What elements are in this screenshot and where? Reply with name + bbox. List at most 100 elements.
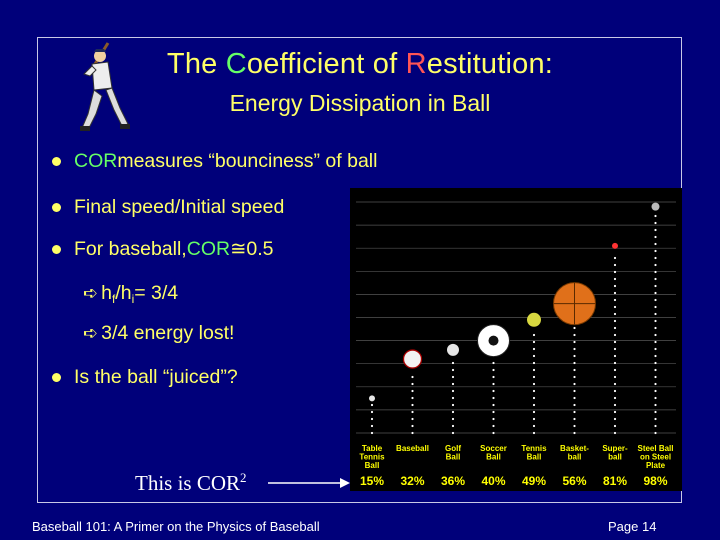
trail-dot [654, 235, 657, 239]
category-label: ball [608, 453, 622, 462]
value-label: 36% [441, 474, 465, 488]
trail-dot [411, 396, 414, 400]
trail-dot [370, 410, 374, 414]
trail-dot [492, 403, 495, 407]
category-label: Steel Ball [637, 444, 673, 453]
category-label: Ball [527, 453, 542, 462]
trail-dot [613, 333, 617, 337]
trail-dot [654, 424, 657, 428]
trail-dot [411, 403, 414, 407]
trail-dot [613, 298, 617, 302]
category-label: Tennis [521, 444, 547, 453]
caption-cor-squared: This is COR2 [135, 470, 247, 495]
table-tennis-ball-icon [369, 395, 375, 402]
trail-dot [613, 417, 617, 421]
trail-dot [573, 410, 576, 414]
category-label: Ball [486, 453, 501, 462]
trail-dot [654, 431, 657, 435]
trail-dot [654, 256, 657, 260]
trail-dot [532, 354, 536, 358]
value-label: 56% [562, 474, 586, 488]
category-label: Table [362, 444, 383, 453]
trail-dot [411, 389, 414, 393]
category-label: Tennis [359, 453, 385, 462]
trail-dot [492, 361, 495, 365]
trail-dot [573, 347, 576, 351]
trail-dot [573, 361, 576, 365]
trail-dot [613, 354, 617, 358]
bullet-dot-icon [52, 203, 61, 212]
arrow-bullet-icon: ➪ [83, 323, 99, 343]
trail-dot [532, 431, 536, 435]
trail-dot [654, 333, 657, 337]
trail-dot [654, 263, 657, 267]
trail-dot [411, 424, 414, 428]
trail-dot [573, 403, 576, 407]
trail-dot [532, 389, 536, 393]
trail-dot [451, 410, 455, 414]
trail-dot [613, 424, 617, 428]
trail-dot [654, 305, 657, 309]
category-label: Plate [646, 461, 666, 470]
trail-dot [573, 368, 576, 372]
trail-dot [492, 375, 495, 379]
trail-dot [532, 361, 536, 365]
trail-dot [532, 396, 536, 400]
trail-dot [573, 333, 576, 337]
trail-dot [573, 354, 576, 358]
trail-dot [654, 340, 657, 344]
trail-dot [411, 410, 414, 414]
trail-dot [613, 270, 617, 274]
trail-dot [532, 417, 536, 421]
steel-ball-icon [651, 202, 660, 211]
trail-dot [654, 249, 657, 253]
baseball-icon [402, 349, 423, 369]
trail-dot [492, 431, 495, 435]
trail-dot [573, 389, 576, 393]
trail-dot [532, 375, 536, 379]
trail-dot [492, 424, 495, 428]
value-label: 49% [522, 474, 546, 488]
trail-dot [654, 354, 657, 358]
trail-dot [613, 319, 617, 323]
category-label: Soccer [480, 444, 507, 453]
soccer-patch [488, 335, 499, 346]
trail-dot [411, 375, 414, 379]
trail-dot [613, 277, 617, 281]
trail-dot [654, 389, 657, 393]
trail-dot [654, 214, 657, 218]
bullet-final-speed: Final speed/Initial speed [52, 196, 284, 219]
trail-dot [532, 403, 536, 407]
trail-dot [573, 382, 576, 386]
trail-dot [654, 375, 657, 379]
trail-dot [532, 347, 536, 351]
trail-dot [654, 242, 657, 246]
trail-dot [370, 424, 374, 428]
trail-dot [613, 326, 617, 330]
trail-dot [654, 368, 657, 372]
bullet-juiced: Is the ball “juiced”? [52, 366, 238, 389]
value-label: 98% [643, 474, 667, 488]
trail-dot [654, 403, 657, 407]
trail-dot [654, 319, 657, 323]
trail-dot [654, 291, 657, 295]
trail-dot [451, 424, 455, 428]
trail-dot [654, 417, 657, 421]
bounce-height-chart: TableTennisBall15%Baseball32%GolfBall36%… [350, 188, 682, 491]
trail-dot [613, 431, 617, 435]
trail-dot [573, 340, 576, 344]
trail-dot [573, 326, 576, 330]
trail-dot [451, 368, 455, 372]
bullet-cor-measures: COR measures “bounciness” of ball [52, 150, 377, 173]
trail-dot [532, 368, 536, 372]
trail-dot [613, 361, 617, 365]
value-label: 81% [603, 474, 627, 488]
value-label: 40% [481, 474, 505, 488]
subbullet-energy-lost: ➪ 3/4 energy lost! [83, 322, 235, 344]
category-label: Golf [445, 444, 461, 453]
trail-dot [573, 375, 576, 379]
trail-dot [654, 221, 657, 225]
trail-dot [613, 284, 617, 288]
trail-dot [411, 382, 414, 386]
trail-dot [573, 417, 576, 421]
